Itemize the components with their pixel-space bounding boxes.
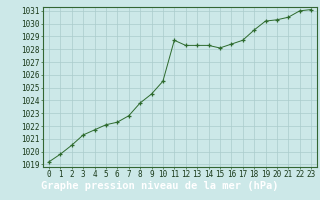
Text: Graphe pression niveau de la mer (hPa): Graphe pression niveau de la mer (hPa) (41, 180, 279, 191)
